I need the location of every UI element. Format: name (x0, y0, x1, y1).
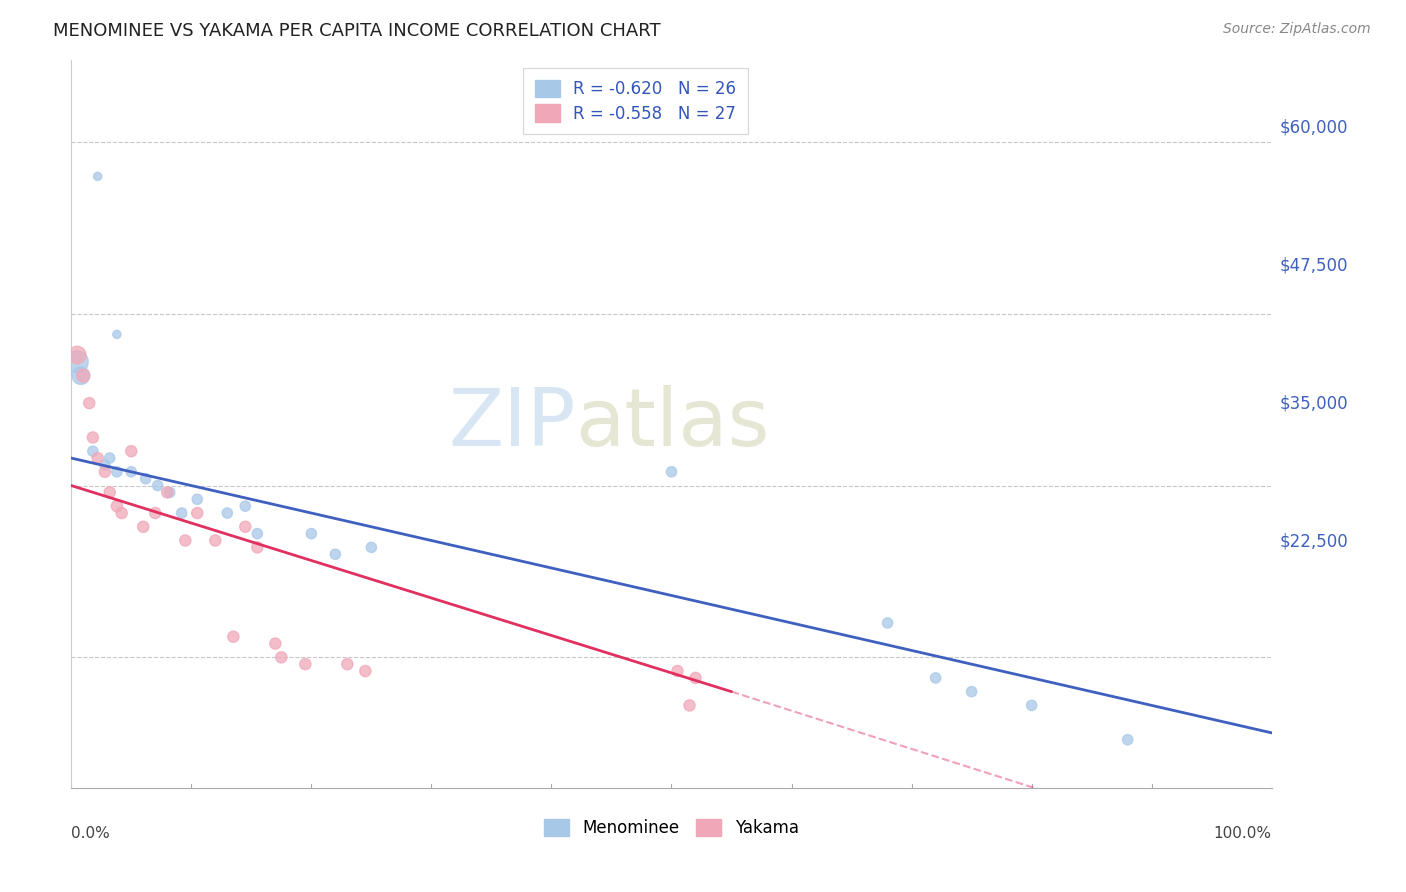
Point (299, 526, 322, 541)
Point (336, 657, 359, 672)
Point (360, 541, 382, 555)
Point (86, 451, 108, 466)
Point (135, 472, 157, 486)
Point (82, 430, 104, 444)
Point (1116, 732, 1139, 747)
Point (143, 506, 166, 520)
Point (222, 630, 245, 644)
Text: ZIP: ZIP (449, 384, 575, 463)
Point (685, 671, 707, 685)
Point (66, 355, 89, 369)
Point (69, 368, 91, 383)
Point (186, 492, 208, 507)
Point (294, 657, 316, 672)
Point (105, 499, 128, 513)
Point (111, 506, 134, 520)
Point (94, 465, 117, 479)
Point (77, 396, 100, 410)
Point (120, 444, 142, 458)
Point (98, 485, 121, 500)
Point (666, 664, 689, 678)
Legend: Menominee, Yakama: Menominee, Yakama (536, 810, 807, 845)
Point (960, 684, 983, 698)
Point (156, 485, 179, 500)
Point (186, 506, 208, 520)
Point (105, 327, 128, 342)
Text: 100.0%: 100.0% (1213, 826, 1272, 841)
Point (233, 499, 256, 513)
Point (82, 444, 104, 458)
Point (170, 506, 193, 520)
Point (354, 664, 377, 678)
Point (217, 506, 239, 520)
Point (132, 520, 155, 534)
Text: atlas: atlas (575, 384, 770, 463)
Point (174, 533, 197, 548)
Point (264, 636, 287, 650)
Point (246, 541, 269, 555)
Point (105, 465, 128, 479)
Point (270, 650, 292, 665)
Point (66, 348, 89, 362)
Text: Source: ZipAtlas.com: Source: ZipAtlas.com (1223, 22, 1371, 37)
Point (661, 465, 683, 479)
Point (233, 520, 256, 534)
Point (1021, 698, 1043, 713)
Point (924, 671, 946, 685)
Point (94, 458, 117, 472)
Point (246, 526, 269, 541)
Text: 0.0%: 0.0% (72, 826, 110, 841)
Point (204, 533, 226, 548)
Point (72, 368, 94, 383)
Point (159, 485, 181, 500)
Point (325, 547, 347, 561)
Point (146, 478, 169, 492)
Point (98, 451, 121, 466)
Text: MENOMINEE VS YAKAMA PER CAPITA INCOME CORRELATION CHART: MENOMINEE VS YAKAMA PER CAPITA INCOME CO… (53, 22, 661, 40)
Point (876, 615, 898, 630)
Point (86, 169, 108, 184)
Point (120, 465, 142, 479)
Point (678, 698, 700, 713)
